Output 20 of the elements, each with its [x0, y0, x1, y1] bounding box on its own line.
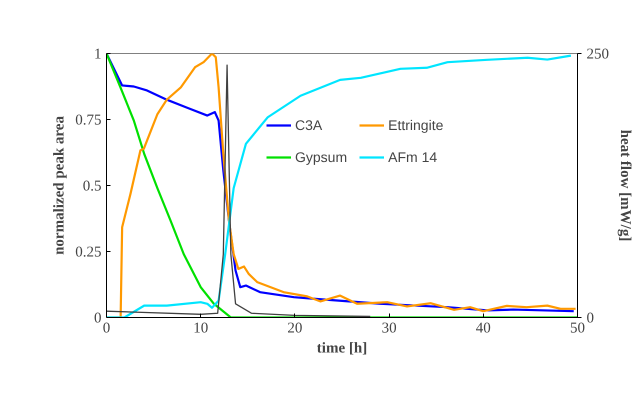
y-tick-label: 1: [94, 46, 102, 62]
y2-tick-label: 250: [586, 46, 609, 62]
y-tick-label: 0.25: [75, 244, 102, 260]
legend-label: C3A: [295, 117, 322, 133]
y-tick-label: 0.5: [82, 178, 102, 194]
y2-axis-title: heat flow [mW/g]: [617, 130, 633, 242]
y-axis-title: normalized peak area: [51, 116, 68, 255]
y2-tick-label: 0: [586, 310, 594, 326]
x-axis-title: time [h]: [316, 340, 368, 356]
x-tick-label: 50: [570, 320, 585, 336]
x-tick-label: 20: [287, 320, 302, 336]
x-tick-label: 40: [476, 320, 491, 336]
y-tick-label: 0.75: [75, 112, 102, 128]
x-tick-label: 30: [382, 320, 397, 336]
y-tick-label: 0: [94, 310, 102, 326]
legend-label: AFm 14: [388, 149, 438, 165]
legend-label: Gypsum: [295, 149, 348, 165]
x-tick-label: 10: [193, 320, 208, 336]
legend-label: Ettringite: [388, 117, 444, 133]
line-series: [106, 64, 371, 318]
